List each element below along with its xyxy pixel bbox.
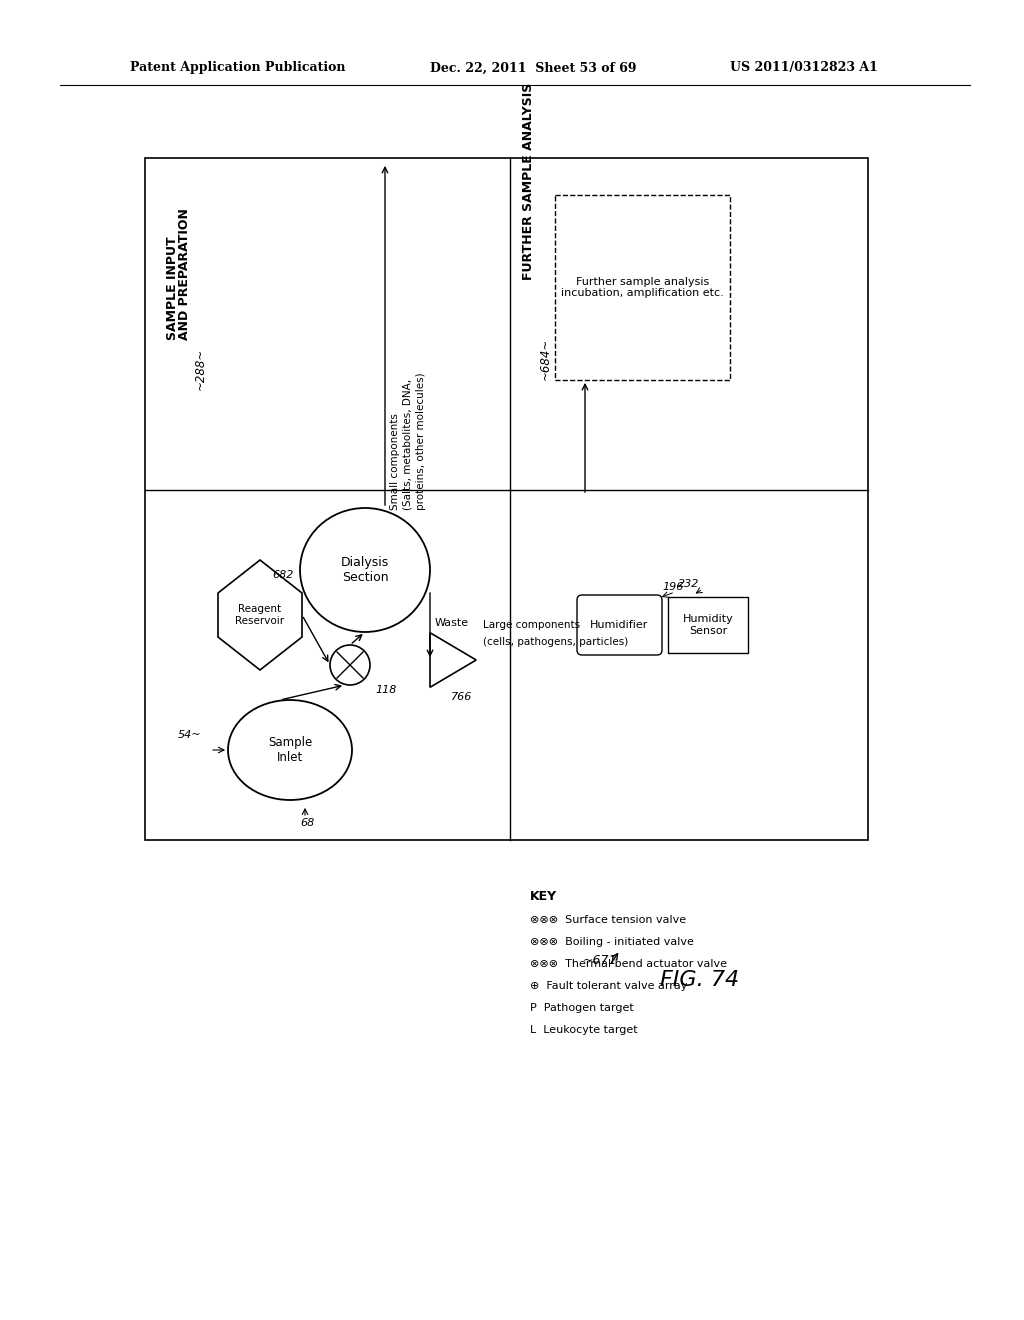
- Text: 118: 118: [375, 685, 396, 696]
- Text: P  Pathogen target: P Pathogen target: [530, 1003, 634, 1012]
- Text: ⊗⊗⊗  Thermal bend actuator valve: ⊗⊗⊗ Thermal bend actuator valve: [530, 960, 727, 969]
- Text: Reagent
Reservoir: Reagent Reservoir: [236, 605, 285, 626]
- Text: 68: 68: [300, 818, 314, 828]
- Text: 232: 232: [678, 579, 699, 589]
- Text: Small components: Small components: [390, 413, 400, 510]
- Bar: [555, 195, 730, 380]
- Text: ⊕  Fault tolerant valve array: ⊕ Fault tolerant valve array: [530, 981, 687, 991]
- Text: ⊗⊗⊗  Surface tension valve: ⊗⊗⊗ Surface tension valve: [530, 915, 686, 925]
- Bar: [145, 158, 868, 840]
- Text: ~671: ~671: [583, 953, 617, 966]
- FancyBboxPatch shape: [577, 595, 662, 655]
- Text: Large components: Large components: [483, 620, 581, 630]
- Text: US 2011/0312823 A1: US 2011/0312823 A1: [730, 62, 878, 74]
- Text: SAMPLE INPUT: SAMPLE INPUT: [166, 236, 178, 341]
- Text: (cells, pathogens, particles): (cells, pathogens, particles): [483, 638, 629, 647]
- Text: Humidity
Sensor: Humidity Sensor: [683, 614, 733, 636]
- Text: proteins, other molecules): proteins, other molecules): [416, 372, 426, 510]
- Bar: [668, 597, 748, 653]
- Text: Humidifier: Humidifier: [590, 620, 648, 630]
- Text: ⊗⊗⊗  Boiling - initiated valve: ⊗⊗⊗ Boiling - initiated valve: [530, 937, 694, 946]
- Text: 54~: 54~: [178, 730, 202, 741]
- Text: 196: 196: [662, 582, 683, 591]
- Text: Further sample analysis
incubation, amplification etc.: Further sample analysis incubation, ampl…: [561, 277, 724, 298]
- Text: 766: 766: [451, 692, 472, 701]
- Text: (Salts, metabolites, DNA,: (Salts, metabolites, DNA,: [403, 379, 413, 510]
- Text: L  Leukocyte target: L Leukocyte target: [530, 1026, 638, 1035]
- Ellipse shape: [228, 700, 352, 800]
- Ellipse shape: [300, 508, 430, 632]
- Polygon shape: [218, 560, 302, 671]
- Text: KEY: KEY: [530, 890, 557, 903]
- Text: 682: 682: [272, 570, 294, 579]
- Text: ~288~: ~288~: [194, 347, 207, 389]
- Text: ~684~: ~684~: [539, 338, 552, 380]
- Text: AND PREPARATION: AND PREPARATION: [178, 209, 191, 341]
- Text: Dialysis
Section: Dialysis Section: [341, 556, 389, 583]
- Text: Sample
Inlet: Sample Inlet: [268, 737, 312, 764]
- Circle shape: [330, 645, 370, 685]
- Text: Dec. 22, 2011  Sheet 53 of 69: Dec. 22, 2011 Sheet 53 of 69: [430, 62, 637, 74]
- Text: Waste: Waste: [435, 619, 469, 628]
- Polygon shape: [430, 632, 476, 688]
- Text: FIG. 74: FIG. 74: [660, 970, 739, 990]
- Text: Patent Application Publication: Patent Application Publication: [130, 62, 345, 74]
- Text: FURTHER SAMPLE ANALYSIS: FURTHER SAMPLE ANALYSIS: [521, 83, 535, 280]
